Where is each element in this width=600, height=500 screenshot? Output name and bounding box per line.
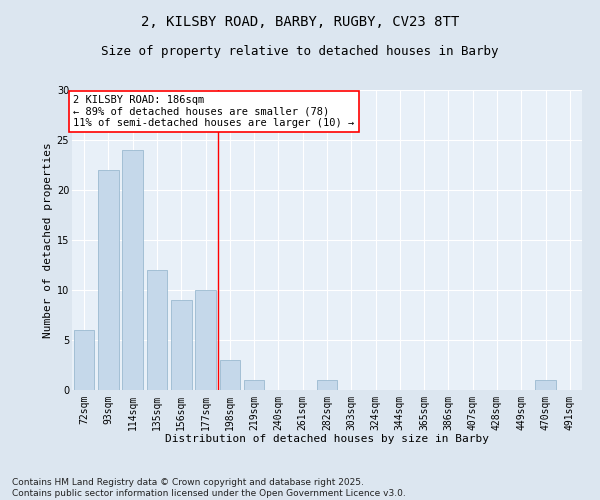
Bar: [98, 170, 119, 390]
Y-axis label: Number of detached properties: Number of detached properties: [43, 142, 53, 338]
Bar: [244, 380, 265, 390]
Text: Size of property relative to detached houses in Barby: Size of property relative to detached ho…: [101, 45, 499, 58]
Text: Contains HM Land Registry data © Crown copyright and database right 2025.
Contai: Contains HM Land Registry data © Crown c…: [12, 478, 406, 498]
Bar: [74, 330, 94, 390]
Bar: [535, 380, 556, 390]
Bar: [317, 380, 337, 390]
Text: 2, KILSBY ROAD, BARBY, RUGBY, CV23 8TT: 2, KILSBY ROAD, BARBY, RUGBY, CV23 8TT: [141, 15, 459, 29]
Text: 2 KILSBY ROAD: 186sqm
← 89% of detached houses are smaller (78)
11% of semi-deta: 2 KILSBY ROAD: 186sqm ← 89% of detached …: [73, 95, 355, 128]
Bar: [122, 150, 143, 390]
Bar: [195, 290, 216, 390]
Bar: [171, 300, 191, 390]
X-axis label: Distribution of detached houses by size in Barby: Distribution of detached houses by size …: [165, 434, 489, 444]
Bar: [146, 270, 167, 390]
Bar: [220, 360, 240, 390]
